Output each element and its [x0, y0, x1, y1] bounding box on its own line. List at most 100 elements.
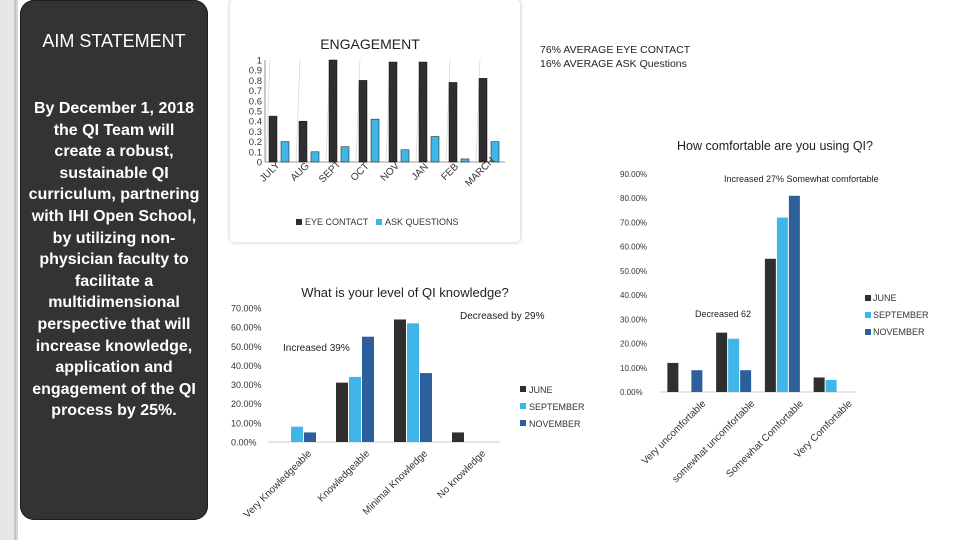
comfort-annotation-decreased: Decreased 62: [695, 309, 751, 319]
knowledge-legend-november-swatch: [520, 420, 526, 426]
comfort-bar-june: [667, 362, 679, 392]
engagement-bar-ask: [280, 141, 290, 163]
comfort-bar-november: [740, 370, 752, 392]
knowledge-legend-september: SEPTEMBER: [529, 402, 585, 412]
comfort-y-tick: 80.00%: [620, 194, 647, 203]
engagement-x-tick: JAN: [410, 162, 431, 183]
comfort-legend-september-swatch: [865, 312, 871, 318]
engagement-y-tick: 0.3: [249, 127, 262, 138]
comfort-bar-june: [813, 377, 825, 392]
engagement-bar-eye: [418, 61, 428, 163]
knowledge-bar-september: [349, 376, 361, 442]
comfort-legend-september: SEPTEMBER: [873, 310, 929, 320]
engagement-bar-eye: [388, 61, 398, 163]
engagement-y-tick: 0.8: [249, 76, 262, 87]
comfort-y-tick: 20.00%: [620, 340, 647, 349]
knowledge-bar-november: [304, 432, 316, 442]
aim-statement-card: AIM STATEMENT By December 1, 2018 the QI…: [20, 0, 208, 520]
left-edge-accent: [14, 0, 18, 540]
comfort-bar-june: [764, 258, 776, 392]
engagement-bar-eye: [478, 78, 488, 163]
comfort-bar-november: [691, 370, 703, 392]
engagement-bar-ask: [430, 136, 440, 163]
engagement-bar-ask: [370, 118, 380, 163]
knowledge-bar-september: [407, 323, 419, 442]
knowledge-legend-june-swatch: [520, 386, 526, 392]
comfort-annotation-increased: Increased 27% Somewhat comfortable: [724, 174, 879, 184]
aim-body: By December 1, 2018 the QI Team will cre…: [28, 100, 200, 420]
knowledge-y-tick: 40.00%: [231, 361, 262, 371]
engagement-slot-divider: [295, 59, 301, 163]
engagement-y-tick: 1: [257, 56, 262, 67]
comfort-y-tick: 30.00%: [620, 315, 647, 324]
knowledge-x-tick: Knowledgeable: [316, 448, 372, 504]
engagement-x-tick: SEPT: [317, 159, 343, 185]
engagement-x-tick: FEB: [439, 161, 461, 183]
engagement-y-tick: 0.4: [249, 117, 262, 128]
knowledge-bar-september: [291, 426, 303, 442]
legend-ask-label: ASK QUESTIONS: [385, 217, 459, 227]
knowledge-legend-september-swatch: [520, 403, 526, 409]
engagement-x-tick: AUG: [289, 161, 312, 184]
knowledge-y-tick: 30.00%: [231, 380, 262, 390]
knowledge-annotation-decreased: Decreased by 29%: [460, 311, 545, 322]
comfort-y-tick: 90.00%: [620, 170, 647, 179]
comfort-legend-november-swatch: [865, 329, 871, 335]
comfort-x-tick: somewhat uncomfortable: [670, 398, 757, 485]
comfort-bar-september: [776, 217, 788, 392]
engagement-bar-ask: [400, 149, 410, 163]
engagement-y-tick: 0: [257, 158, 262, 169]
knowledge-legend-june: JUNE: [529, 385, 553, 395]
knowledge-bar-june: [452, 432, 464, 442]
comfort-legend-june: JUNE: [873, 293, 897, 303]
knowledge-x-tick: Minimal Knowledge: [361, 448, 430, 517]
knowledge-bar-november: [362, 336, 374, 442]
knowledge-y-tick: 0.00%: [231, 438, 257, 448]
legend-eye-swatch: [296, 219, 302, 225]
engagement-title: ENGAGEMENT: [320, 36, 420, 52]
engagement-slot-divider: [475, 59, 481, 163]
engagement-y-tick: 0.7: [249, 86, 262, 97]
left-edge-bar: [0, 0, 16, 540]
engagement-y-tick: 0.1: [249, 147, 262, 158]
knowledge-x-tick: No knowledge: [436, 448, 489, 501]
comfort-y-tick: 60.00%: [620, 243, 647, 252]
comfort-y-tick: 50.00%: [620, 267, 647, 276]
engagement-slot-divider: [265, 59, 271, 163]
knowledge-bar-november: [420, 373, 432, 442]
engagement-bar-eye: [328, 59, 338, 163]
comfort-y-tick: 70.00%: [620, 218, 647, 227]
engagement-bar-ask: [490, 141, 500, 163]
engagement-bar-ask: [460, 158, 470, 163]
knowledge-y-tick: 70.00%: [231, 304, 262, 314]
knowledge-y-tick: 20.00%: [231, 399, 262, 409]
engagement-bar-eye: [268, 115, 278, 163]
engagement-x-tick: NOV: [379, 160, 402, 183]
knowledge-y-tick: 50.00%: [231, 342, 262, 352]
engagement-y-tick: 0.6: [249, 96, 262, 107]
aim-title: AIM STATEMENT: [42, 31, 186, 51]
comfort-bar-september: [825, 379, 837, 392]
engagement-bar-eye: [358, 80, 368, 163]
knowledge-x-tick: Very Knowledgeable: [242, 448, 315, 521]
comfort-legend-june-swatch: [865, 295, 871, 301]
knowledge-bar-june: [394, 319, 406, 442]
legend-ask-swatch: [376, 219, 382, 225]
comfort-y-tick: 40.00%: [620, 291, 647, 300]
engagement-slot-divider: [355, 59, 361, 163]
comfort-bar-september: [728, 338, 740, 392]
engagement-bar-ask: [340, 146, 350, 163]
comfort-bar-june: [716, 332, 728, 392]
knowledge-bar-june: [336, 382, 348, 442]
engagement-y-tick: 0.2: [249, 137, 262, 148]
comfort-bar-november: [788, 195, 800, 392]
knowledge-annotation-increased: Increased 39%: [283, 343, 350, 354]
comfort-y-tick: 0.00%: [620, 388, 643, 397]
comfort-y-tick: 10.00%: [620, 364, 647, 373]
engagement-slot-divider: [445, 59, 451, 163]
knowledge-legend-november: NOVEMBER: [529, 419, 581, 429]
engagement-bar-eye: [298, 120, 308, 163]
comfort-title: How comfortable are you using QI?: [677, 139, 873, 153]
summary-note-eye: 76% AVERAGE EYE CONTACT: [540, 44, 691, 56]
